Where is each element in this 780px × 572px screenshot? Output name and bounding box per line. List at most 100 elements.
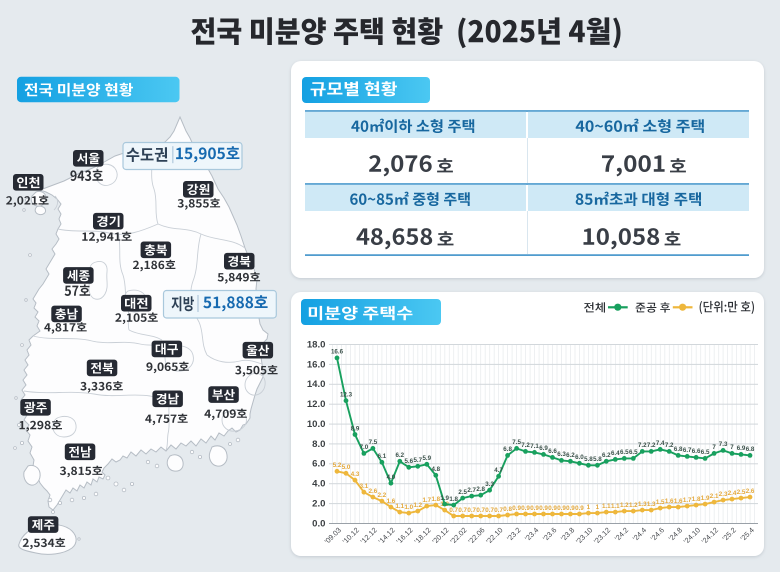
- svg-text:2.5: 2.5: [458, 489, 467, 496]
- svg-text:0.7: 0.7: [467, 507, 476, 514]
- svg-text:16.0: 16.0: [307, 359, 326, 370]
- svg-text:1.5: 1.5: [656, 499, 665, 506]
- svg-text:7.2: 7.2: [647, 442, 656, 449]
- svg-text:1.9: 1.9: [440, 495, 449, 502]
- svg-text:1: 1: [596, 504, 600, 511]
- svg-text:1.1: 1.1: [611, 503, 620, 510]
- svg-text:1.6: 1.6: [387, 498, 396, 505]
- svg-text:0.9: 0.9: [530, 505, 539, 512]
- svg-text:1.7: 1.7: [422, 497, 431, 504]
- svg-text:6.9: 6.9: [737, 445, 746, 452]
- svg-text:0.8: 0.8: [503, 506, 512, 513]
- svg-text:6.5: 6.5: [629, 449, 638, 456]
- svg-text:7.4: 7.4: [656, 440, 665, 447]
- svg-text:5.6: 5.6: [404, 458, 413, 465]
- svg-text:5.2: 5.2: [333, 462, 342, 469]
- svg-text:6.5: 6.5: [620, 449, 629, 456]
- svg-text:8.0: 8.0: [312, 439, 325, 450]
- svg-text:6.2: 6.2: [566, 452, 575, 459]
- svg-text:2.7: 2.7: [467, 487, 476, 494]
- svg-text:4.7: 4.7: [494, 467, 503, 474]
- svg-text:2.4: 2.4: [728, 490, 737, 497]
- svg-text:5.8: 5.8: [584, 456, 593, 463]
- svg-text:0.7: 0.7: [485, 507, 494, 514]
- svg-text:1.7: 1.7: [683, 497, 692, 504]
- svg-text:6.6: 6.6: [548, 448, 557, 455]
- svg-text:6.2: 6.2: [395, 452, 404, 459]
- svg-text:3.3: 3.3: [485, 481, 494, 488]
- svg-text:0.7: 0.7: [458, 507, 467, 514]
- svg-text:7.2: 7.2: [638, 442, 647, 449]
- svg-text:2.6: 2.6: [369, 488, 378, 495]
- svg-text:7.2: 7.2: [521, 442, 530, 449]
- svg-text:4.0: 4.0: [387, 474, 396, 481]
- svg-text:1.1: 1.1: [395, 503, 404, 510]
- svg-text:1.8: 1.8: [692, 496, 701, 503]
- svg-text:7.1: 7.1: [530, 443, 539, 450]
- svg-text:1.8: 1.8: [431, 496, 440, 503]
- svg-text:5.9: 5.9: [422, 455, 431, 462]
- svg-text:12.0: 12.0: [307, 399, 326, 410]
- svg-text:0.7: 0.7: [494, 507, 503, 514]
- svg-text:6.9: 6.9: [539, 445, 548, 452]
- svg-text:1.2: 1.2: [620, 502, 629, 509]
- svg-text:1.2: 1.2: [413, 502, 422, 509]
- svg-text:0.9: 0.9: [521, 505, 530, 512]
- svg-text:7.3: 7.3: [719, 441, 728, 448]
- svg-text:7.5: 7.5: [369, 439, 378, 446]
- svg-text:1.3: 1.3: [638, 501, 647, 508]
- svg-text:7.0: 7.0: [360, 444, 369, 451]
- svg-text:7.5: 7.5: [512, 439, 521, 446]
- svg-text:0.0: 0.0: [312, 518, 325, 529]
- svg-text:1.2: 1.2: [629, 502, 638, 509]
- svg-text:16.6: 16.6: [331, 349, 344, 356]
- svg-text:14.0: 14.0: [307, 379, 326, 390]
- svg-text:7: 7: [730, 444, 734, 451]
- svg-text:6.6: 6.6: [692, 448, 701, 455]
- svg-text:12.3: 12.3: [340, 392, 353, 399]
- svg-text:1.0: 1.0: [404, 504, 413, 511]
- svg-text:5.8: 5.8: [593, 456, 602, 463]
- svg-text:1.6: 1.6: [674, 498, 683, 505]
- svg-text:6.5: 6.5: [701, 449, 710, 456]
- svg-text:10.0: 10.0: [307, 419, 326, 430]
- svg-text:2.6: 2.6: [746, 488, 755, 495]
- svg-text:1.3: 1.3: [647, 501, 656, 508]
- svg-text:18.0: 18.0: [307, 339, 326, 350]
- svg-text:5.7: 5.7: [413, 457, 422, 464]
- svg-text:1: 1: [587, 504, 591, 511]
- svg-text:2.8: 2.8: [476, 486, 485, 493]
- svg-text:0.7: 0.7: [449, 507, 458, 514]
- svg-text:4.3: 4.3: [351, 471, 360, 478]
- svg-text:6.8: 6.8: [674, 446, 683, 453]
- svg-text:5.0: 5.0: [342, 464, 351, 471]
- svg-text:6.0: 6.0: [575, 454, 584, 461]
- svg-text:1.1: 1.1: [602, 503, 611, 510]
- svg-text:2.1: 2.1: [710, 493, 719, 500]
- svg-text:2.5: 2.5: [737, 489, 746, 496]
- svg-text:4.8: 4.8: [431, 466, 440, 473]
- svg-text:7.2: 7.2: [665, 442, 674, 449]
- svg-text:2.2: 2.2: [378, 492, 387, 499]
- svg-text:6.2: 6.2: [602, 452, 611, 459]
- svg-text:1.6: 1.6: [665, 498, 674, 505]
- svg-text:3.1: 3.1: [360, 483, 369, 490]
- svg-text:0.7: 0.7: [476, 507, 485, 514]
- svg-text:6.0: 6.0: [312, 459, 325, 470]
- svg-text:6.8: 6.8: [503, 446, 512, 453]
- svg-text:0.9: 0.9: [575, 505, 584, 512]
- svg-text:6.8: 6.8: [746, 446, 755, 453]
- svg-text:0.9: 0.9: [512, 505, 521, 512]
- svg-text:4.0: 4.0: [312, 479, 325, 490]
- svg-text:0.9: 0.9: [548, 505, 557, 512]
- svg-text:6.3: 6.3: [557, 451, 566, 458]
- svg-text:2.0: 2.0: [312, 499, 325, 510]
- svg-text:6.7: 6.7: [683, 447, 692, 454]
- svg-text:0.9: 0.9: [566, 505, 575, 512]
- svg-text:1.9: 1.9: [701, 495, 710, 502]
- svg-text:0.9: 0.9: [539, 505, 548, 512]
- svg-text:8.9: 8.9: [351, 425, 360, 432]
- svg-text:6.4: 6.4: [611, 450, 620, 457]
- svg-text:0.9: 0.9: [557, 505, 566, 512]
- svg-text:1.8: 1.8: [449, 496, 458, 503]
